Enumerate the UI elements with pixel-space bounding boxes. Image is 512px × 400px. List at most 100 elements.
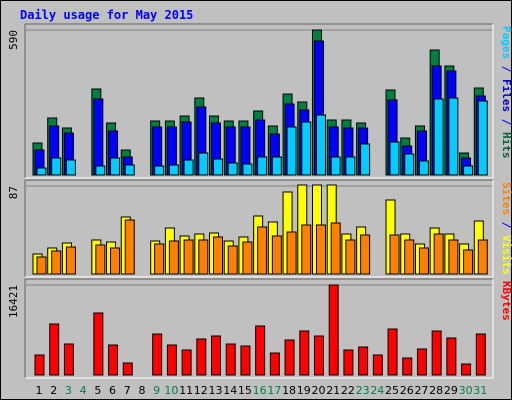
bar-pages-day-11 (183, 159, 194, 176)
legend-part: Pages (500, 26, 512, 59)
bar-pages-day-16 (257, 156, 268, 176)
x-tick-day-21: 21 (326, 384, 340, 397)
bar-pages-day-1 (36, 167, 47, 176)
legend-part: / (500, 59, 512, 79)
bar-pages-day-3 (65, 159, 76, 176)
bar-kbytes-day-27 (416, 348, 427, 376)
bar-pages-day-22 (345, 156, 356, 176)
bar-sites-day-23 (360, 234, 371, 275)
bar-pages-day-19 (301, 121, 312, 176)
bar-sites-day-9 (154, 243, 165, 275)
legend-part: / (500, 215, 512, 235)
bar-sites-day-15 (242, 241, 253, 275)
x-tick-day-20: 20 (311, 384, 325, 397)
bar-kbytes-day-11 (181, 349, 192, 376)
bar-pages-day-21 (330, 156, 341, 176)
bar-kbytes-day-24 (372, 354, 383, 376)
bar-sites-day-13 (213, 236, 224, 275)
x-tick-day-8: 8 (138, 384, 145, 397)
x-tick-day-18: 18 (282, 384, 296, 397)
bar-kbytes-day-9 (152, 333, 163, 376)
bar-pages-day-7 (124, 164, 135, 176)
bar-kbytes-day-28 (431, 330, 442, 376)
bar-sites-day-28 (433, 233, 444, 275)
x-tick-day-11: 11 (179, 384, 193, 397)
x-tick-day-13: 13 (209, 384, 223, 397)
legend-label-kbytes: KBytes (500, 281, 512, 321)
x-tick-day-5: 5 (94, 384, 101, 397)
legend-part: KBytes (500, 281, 512, 321)
bar-kbytes-day-20 (313, 335, 324, 376)
bar-pages-day-27 (418, 160, 429, 176)
x-tick-day-10: 10 (164, 384, 178, 397)
bar-sites-day-26 (404, 239, 415, 275)
x-tick-day-31: 31 (473, 384, 487, 397)
bar-sites-day-3 (65, 246, 76, 275)
bar-pages-day-6 (110, 157, 121, 176)
bar-sites-day-10 (168, 240, 179, 275)
bar-sites-day-18 (286, 231, 297, 275)
x-tick-day-23: 23 (356, 384, 370, 397)
legend-label-sites-visits: Sites / Visits (500, 182, 512, 275)
legend-part: Files (500, 79, 512, 112)
bar-kbytes-day-25 (387, 328, 398, 376)
bar-sites-day-27 (418, 247, 429, 275)
x-tick-day-2: 2 (50, 384, 57, 397)
bar-pages-day-31 (477, 100, 488, 176)
bar-kbytes-day-7 (122, 362, 133, 376)
x-tick-day-12: 12 (194, 384, 208, 397)
bar-pages-day-15 (242, 163, 253, 176)
bar-kbytes-day-31 (475, 333, 486, 376)
bar-pages-day-9 (154, 165, 165, 176)
bar-pages-day-28 (433, 98, 444, 176)
bar-kbytes-day-13 (211, 335, 222, 376)
bar-sites-day-20 (315, 224, 326, 275)
bar-sites-day-25 (389, 234, 400, 275)
bar-kbytes-day-6 (108, 344, 119, 376)
legend-part: Hits (500, 132, 512, 159)
y-axis-max-label: 16421 (7, 285, 20, 318)
x-tick-day-1: 1 (36, 384, 43, 397)
bar-kbytes-day-15 (240, 345, 251, 376)
bar-sites-day-29 (448, 239, 459, 275)
x-tick-day-30: 30 (459, 384, 473, 397)
bar-kbytes-day-23 (358, 346, 369, 376)
x-tick-day-28: 28 (429, 384, 443, 397)
bar-pages-day-23 (360, 143, 371, 176)
bar-pages-day-29 (448, 97, 459, 176)
bar-kbytes-day-5 (93, 312, 104, 376)
bar-kbytes-day-26 (402, 357, 413, 376)
x-tick-day-7: 7 (124, 384, 131, 397)
bar-kbytes-day-22 (343, 349, 354, 376)
legend-part: Sites (500, 182, 512, 215)
x-tick-day-24: 24 (370, 384, 384, 397)
x-tick-day-16: 16 (253, 384, 267, 397)
bar-sites-day-7 (124, 219, 135, 275)
x-tick-day-9: 9 (153, 384, 160, 397)
bar-kbytes-day-12 (196, 338, 207, 376)
chart-title: Daily usage for May 2015 (20, 8, 194, 22)
bar-pages-day-13 (213, 158, 224, 176)
x-tick-day-29: 29 (444, 384, 458, 397)
bar-pages-day-12 (198, 152, 209, 176)
bar-pages-day-20 (315, 114, 326, 176)
bar-kbytes-day-14 (225, 343, 236, 376)
bar-kbytes-day-21 (328, 284, 339, 376)
y-axis-max-label: 590 (7, 30, 20, 50)
legend-label-pages-files-hits: Pages / Files / Hits (500, 26, 512, 159)
bar-kbytes-day-16 (255, 325, 266, 376)
x-tick-day-6: 6 (109, 384, 116, 397)
legend-part: Visits (500, 235, 512, 275)
legend-part: / (500, 112, 512, 132)
x-tick-day-15: 15 (238, 384, 252, 397)
bar-sites-day-31 (477, 239, 488, 275)
x-tick-day-22: 22 (341, 384, 355, 397)
y-axis-max-label: 87 (7, 186, 20, 199)
bar-kbytes-day-18 (284, 339, 295, 376)
bar-sites-day-30 (463, 249, 474, 275)
bar-pages-day-2 (51, 157, 62, 176)
bar-pages-day-30 (463, 165, 474, 176)
bar-sites-day-1 (36, 256, 47, 275)
x-tick-day-27: 27 (414, 384, 428, 397)
